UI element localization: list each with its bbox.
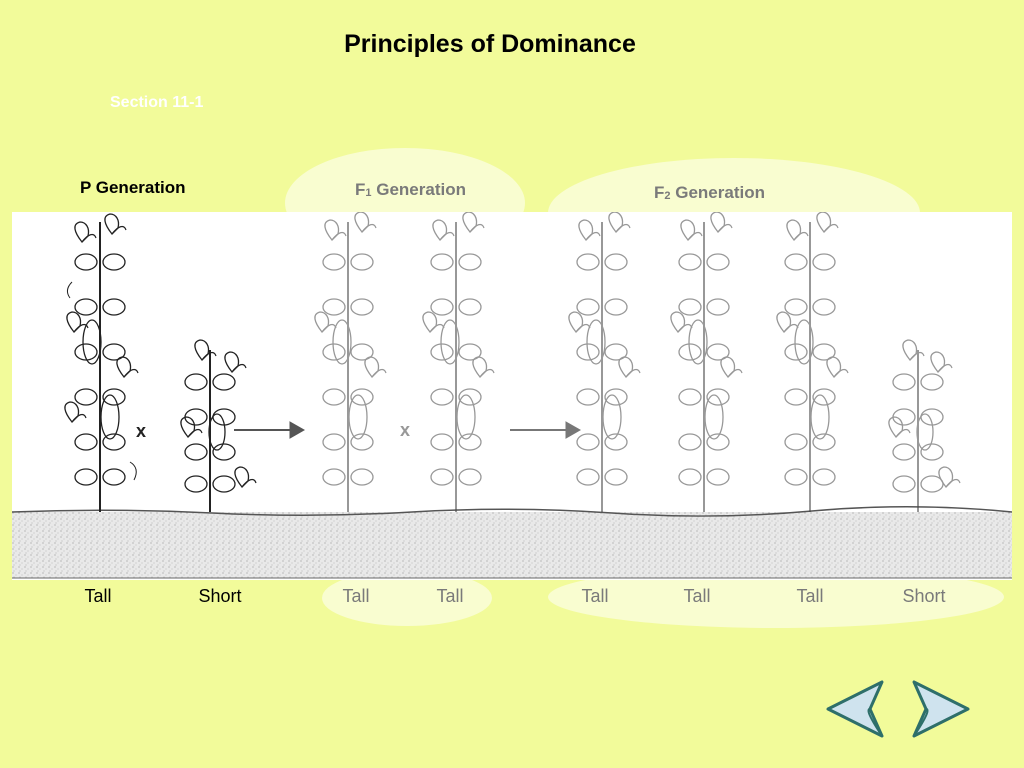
tall-plant-f2-1 — [568, 212, 641, 512]
short-plant-f2 — [888, 339, 961, 512]
plant-caption: Tall — [683, 586, 711, 606]
section-label: Section 11-1 — [110, 94, 204, 111]
arrow-icon — [510, 421, 582, 439]
next-slide-button[interactable] — [910, 678, 972, 740]
tall-plant-f2-3 — [776, 212, 849, 512]
plant-caption: Short — [902, 586, 946, 606]
f1-generation-label: F1 Generation — [355, 180, 466, 199]
plant-caption: Tall — [581, 586, 609, 606]
arrow-icon — [234, 421, 306, 439]
tall-plant-f1-1 — [314, 212, 387, 512]
back-arrow-icon — [826, 680, 884, 738]
short-plant-p — [180, 339, 257, 512]
tall-plant-p — [64, 213, 139, 512]
forward-arrow-icon — [912, 680, 970, 738]
f2-generation-label: F2 Generation — [654, 183, 765, 202]
plant-caption: Tall — [796, 586, 824, 606]
plant-caption: Tall — [342, 586, 370, 606]
tall-plant-f2-2 — [670, 212, 743, 512]
p-generation-label: P Generation — [80, 178, 186, 197]
previous-slide-button[interactable] — [824, 678, 886, 740]
cross-symbol: x — [136, 421, 146, 441]
soil — [12, 512, 1012, 578]
plant-caption: Tall — [84, 586, 112, 606]
page-title: Principles of Dominance — [344, 30, 636, 58]
cross-symbol: x — [400, 420, 410, 440]
tall-plant-f1-2 — [422, 212, 495, 512]
plant-caption: Tall — [436, 586, 464, 606]
plant-illustration: x — [12, 212, 1012, 580]
plant-caption: Short — [198, 586, 242, 606]
